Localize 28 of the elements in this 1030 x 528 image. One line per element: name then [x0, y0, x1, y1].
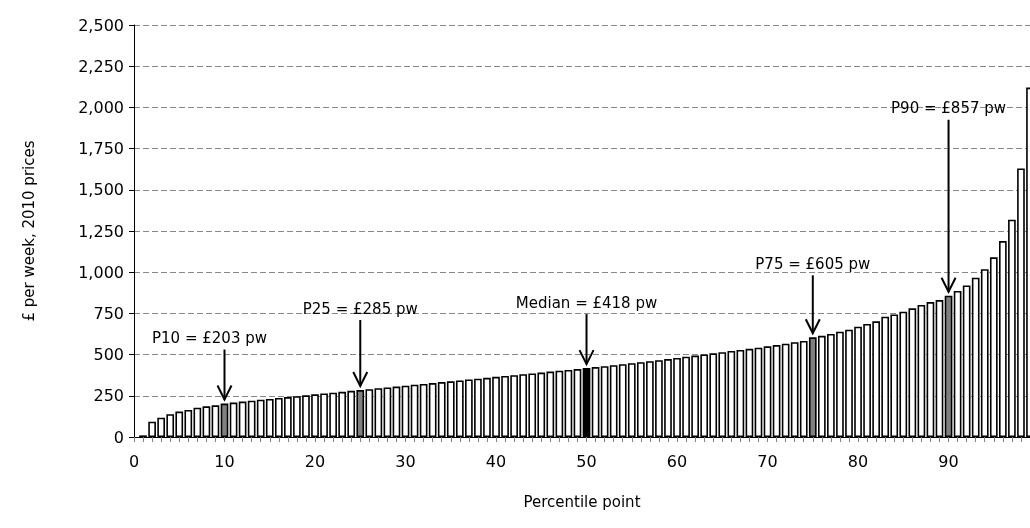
x-tick-label: 70	[757, 451, 778, 471]
x-tick-label: 40	[485, 451, 507, 471]
x-tick-label: 20	[304, 451, 326, 471]
y-tick-label: 2,500	[78, 15, 124, 35]
annotation: P10 = £203 pw	[152, 329, 267, 348]
x-tick-label: 80	[847, 451, 869, 471]
y-axis-title: £ per week, 2010 prices	[19, 140, 38, 322]
x-tick-label: 50	[576, 451, 597, 471]
annotation: P75 = £605 pw	[755, 254, 871, 273]
y-tick-label: 750	[93, 303, 124, 323]
y-tick-label: 1,750	[78, 139, 124, 159]
x-tick-label: 60	[666, 451, 688, 471]
y-tick-label: 2,250	[78, 56, 124, 76]
x-tick-label: 90	[938, 451, 959, 471]
y-tick-label: 500	[93, 345, 124, 365]
x-tick-label: 10	[214, 451, 235, 471]
y-tick-label: 1,250	[78, 221, 124, 241]
annotation: P90 = £857 pw	[891, 99, 1007, 118]
y-tick-label: 1,500	[78, 180, 124, 200]
x-tick-label: 30	[395, 451, 416, 471]
y-tick-label: 1,000	[78, 262, 124, 282]
annotation: Median = £418 pw	[515, 293, 658, 312]
y-tick-label: 0	[113, 427, 124, 447]
y-tick-label: 2,000	[78, 97, 124, 117]
x-axis-title: Percentile point	[523, 492, 641, 511]
y-tick-label: 250	[93, 386, 124, 406]
annotation: P25 = £285 pw	[302, 299, 418, 318]
x-tick-label: 0	[128, 451, 140, 471]
